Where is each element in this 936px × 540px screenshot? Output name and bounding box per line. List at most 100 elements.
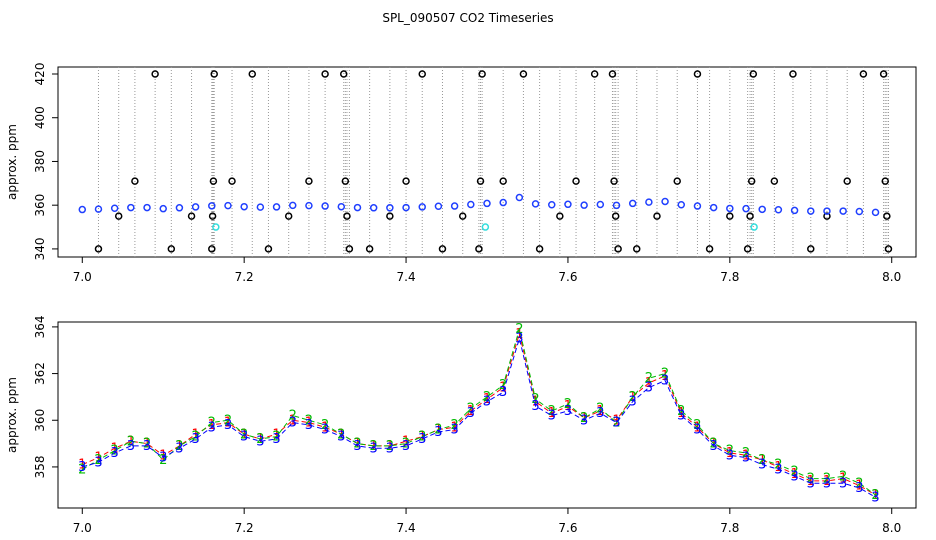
point [535,245,544,253]
point-marker: 2 [191,430,199,445]
point-marker: 2 [289,409,297,424]
point [240,202,248,211]
point-marker: 3 [434,425,442,440]
point-marker: 3 [159,451,167,466]
point [709,203,718,212]
point [628,199,637,208]
point [743,245,752,253]
point [418,70,426,78]
point [653,212,661,220]
point-marker: 2 [774,458,782,473]
point-marker: 1 [499,381,507,396]
point [337,202,346,211]
point-marker: 1 [774,460,782,475]
point-marker: 3 [612,416,620,431]
point-marker: 1 [742,448,750,463]
point [212,223,220,231]
point [345,245,354,253]
point [187,212,196,220]
point [434,202,443,211]
point-marker: 2 [94,453,102,468]
point [871,208,880,217]
point-marker: 2 [548,404,556,419]
y-tick-label: 360 [33,409,47,432]
point-marker: 1 [661,369,669,384]
point-marker: 1 [272,427,280,442]
point [467,200,475,209]
point [645,198,653,206]
point [369,204,378,212]
point [611,212,620,220]
point-marker: 3 [272,432,280,447]
point-marker: 2 [855,476,863,491]
x-tick-label: 7.4 [397,521,416,535]
point [272,203,281,211]
x-tick-label: 7.0 [73,521,92,535]
point-marker: 3 [499,385,507,400]
point-marker: 2 [78,462,86,477]
y-tick-label: 364 [33,315,47,338]
point-marker: 3 [774,462,782,477]
point-marker: 3 [370,441,378,456]
point-marker: 1 [645,376,653,391]
point-marker: 2 [418,430,426,445]
point [823,207,831,215]
point [288,201,297,210]
point-marker: 3 [127,439,135,454]
point-marker: 2 [272,430,280,445]
point [110,204,119,212]
point [596,200,605,209]
point [790,206,799,215]
point [673,177,681,185]
point-marker: 1 [871,488,879,503]
y-axis-label: approx. ppm [5,377,19,453]
point-marker: 3 [386,441,394,456]
point-marker: 1 [208,418,216,433]
point-marker: 1 [726,446,734,461]
point [208,212,217,220]
point-marker: 3 [693,423,701,438]
point [705,245,714,253]
point-marker: 2 [499,378,507,393]
point [264,245,273,253]
point [94,205,103,213]
point-marker: 2 [726,444,734,459]
x-tick-label: 7.8 [720,521,739,535]
point-marker: 3 [321,423,329,438]
point [556,212,564,220]
point-marker: 2 [434,423,442,438]
point-marker: 3 [855,481,863,496]
point [353,203,362,212]
x-tick-label: 7.6 [558,270,577,284]
point-marker: 2 [256,432,264,447]
point-marker: 3 [224,418,232,433]
point-marker: 2 [159,453,167,468]
point-marker: 3 [823,476,831,491]
point-marker: 2 [677,404,685,419]
point-marker: 2 [337,427,345,442]
point-marker: 1 [94,451,102,466]
point-marker: 2 [386,439,394,454]
series-line [82,327,876,496]
point [807,207,815,215]
point-marker: 3 [143,439,151,454]
point [614,245,622,253]
point-marker: 3 [240,430,248,445]
point [386,212,394,220]
point [209,177,218,185]
point-marker: 1 [224,416,232,431]
point [191,203,200,211]
point [839,207,847,215]
point-marker: 3 [758,458,766,473]
point [438,245,447,253]
point-marker: 1 [289,413,297,428]
point-marker: 2 [353,437,361,452]
series-line [82,336,876,498]
point-marker: 1 [78,458,86,473]
point [855,207,864,216]
point-marker: 2 [127,434,135,449]
point-marker: 2 [580,411,588,426]
x-tick-label: 7.2 [235,270,254,284]
point [807,245,815,253]
point-marker: 2 [321,418,329,433]
